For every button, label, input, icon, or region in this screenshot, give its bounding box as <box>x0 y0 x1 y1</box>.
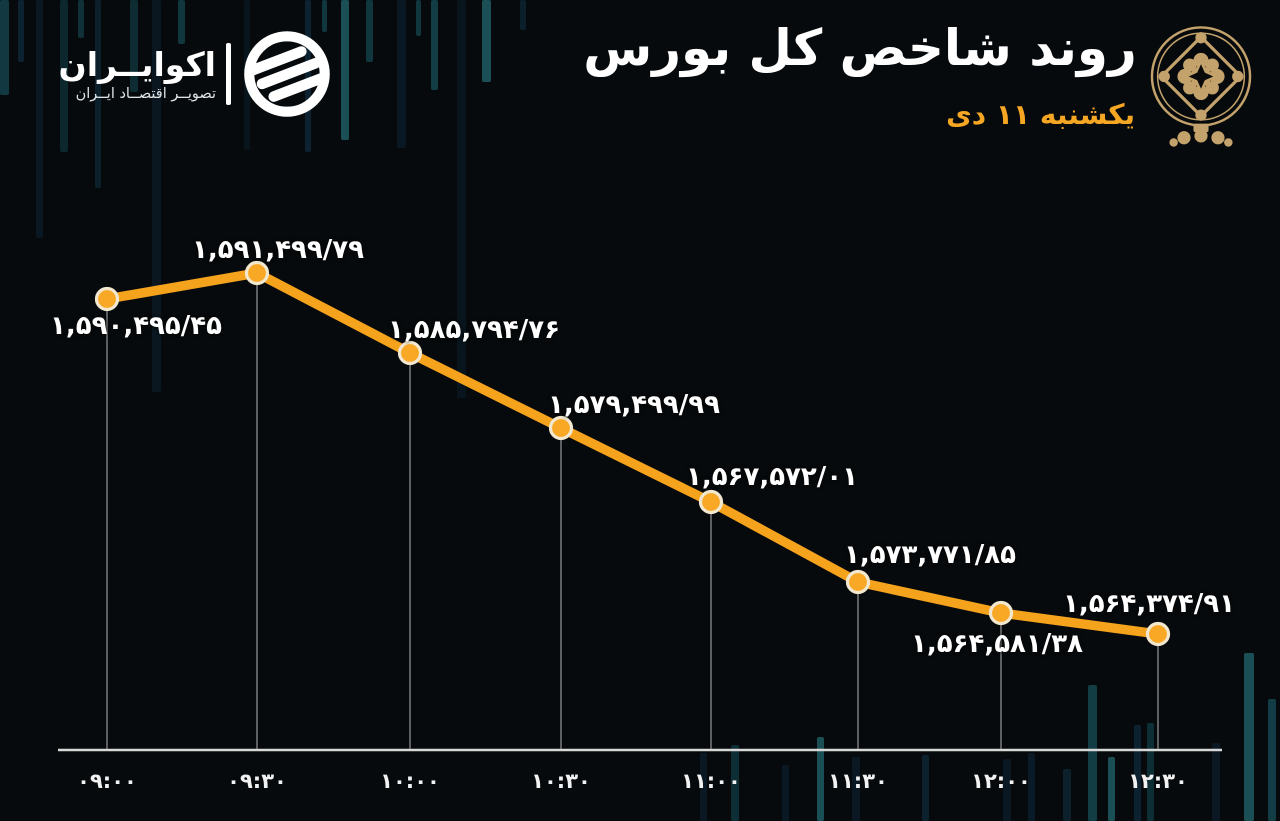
background-bar <box>1003 759 1011 821</box>
ecoiran-logo: اکوایــران تصویــر اقتصــاد ایــران <box>44 28 333 120</box>
background-bar <box>817 737 824 821</box>
data-point-marker <box>988 600 1014 626</box>
brand-divider <box>226 43 231 105</box>
data-point-marker <box>698 489 724 515</box>
data-point-marker <box>244 260 270 286</box>
bourse-emblem-icon <box>1150 26 1252 147</box>
ecoiran-wave-circle-icon <box>244 31 330 117</box>
background-bar <box>130 0 138 92</box>
background-bar <box>366 0 373 62</box>
data-point-marker <box>397 340 423 366</box>
trend-line <box>102 268 1163 639</box>
background-bar <box>1244 653 1254 821</box>
background-bar <box>1134 725 1141 821</box>
date-label: یکشنبه ۱۱ دی <box>946 98 1135 131</box>
background-bar <box>1028 753 1035 821</box>
data-point-marker <box>1145 621 1171 647</box>
background-bar <box>178 0 185 44</box>
page-title: روند شاخص کل بورس <box>583 19 1137 77</box>
background-bar <box>457 0 466 398</box>
background-bar <box>1212 743 1220 821</box>
background-bar <box>18 0 24 62</box>
background-bar <box>700 753 707 821</box>
background-bar <box>1063 769 1071 821</box>
background-bar <box>852 757 860 821</box>
brand-tagline: تصویــر اقتصــاد ایــران <box>75 85 216 102</box>
background-bar <box>922 755 929 821</box>
background-bar <box>341 0 349 140</box>
background-bar <box>60 0 68 152</box>
background-bar <box>0 0 9 95</box>
data-point-marker <box>94 286 120 312</box>
background-bar <box>1108 757 1115 821</box>
background-bar <box>782 765 789 821</box>
background-bar <box>1147 723 1154 821</box>
background-bar <box>36 0 43 238</box>
background-bar <box>78 0 84 38</box>
data-point-marker <box>548 415 574 441</box>
background-bar <box>1088 685 1097 821</box>
background-bar <box>431 0 438 90</box>
background-bar <box>305 0 311 152</box>
background-bar <box>95 0 101 188</box>
background-bar <box>416 0 421 36</box>
background-bar <box>322 0 327 32</box>
background-bar <box>731 745 739 821</box>
brand-name: اکوایــران <box>58 45 216 85</box>
background-bar <box>152 0 161 392</box>
data-point-marker <box>845 569 871 595</box>
background-bar <box>482 0 491 82</box>
background-bar <box>397 0 406 148</box>
brand-text: اکوایــران تصویــر اقتصــاد ایــران <box>44 46 216 102</box>
background-bar <box>520 0 526 30</box>
background-bar <box>1268 699 1276 821</box>
